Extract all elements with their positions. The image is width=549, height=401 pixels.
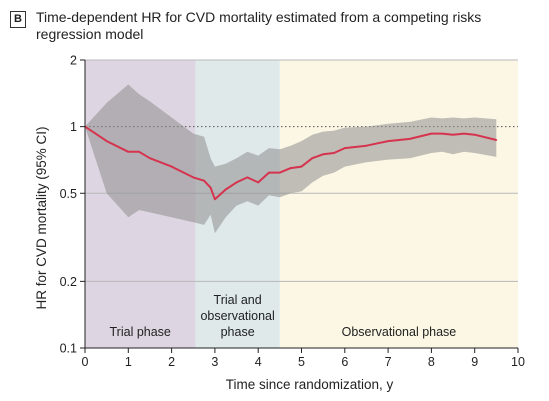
hr-point: [149, 157, 151, 160]
hr-point: [452, 133, 454, 136]
chart-title: Time-dependent HR for CVD mortality esti…: [36, 9, 482, 42]
hr-point: [214, 198, 216, 201]
x-tick-label: 10: [511, 355, 525, 369]
hr-point: [333, 152, 335, 154]
y-tick-label: 0.5: [60, 187, 77, 201]
hr-point: [473, 133, 476, 136]
hr-point: [235, 181, 238, 184]
hr-point: [408, 138, 411, 140]
x-tick-label: 9: [471, 355, 478, 369]
x-tick-label: 7: [385, 355, 392, 369]
hr-point: [105, 140, 108, 143]
panel-label: B: [10, 11, 26, 28]
y-tick-label: 0.1: [60, 342, 77, 356]
hr-point: [246, 176, 249, 179]
hr-point: [311, 157, 314, 160]
x-tick-label: 3: [211, 355, 218, 369]
hr-point: [192, 176, 195, 179]
phase-labels: Trial phase Trial and observational phase Ob…: [110, 293, 457, 339]
phase-label-0: Trial phase: [110, 325, 171, 339]
x-axis-title: Time since randomization, y: [226, 377, 394, 392]
hr-point: [268, 171, 270, 174]
hr-point: [289, 167, 292, 169]
y-tick-label: 0.2: [60, 275, 77, 289]
phase-label-1: Trial and: [214, 293, 262, 307]
hr-point: [495, 139, 498, 141]
hr-point: [209, 186, 212, 189]
phase-region-2: [279, 60, 518, 348]
hr-point: [127, 150, 130, 153]
hr-point: [430, 132, 433, 135]
axes: 0 1 2 3 4 5 6 7 8 9 10 0.1 0.2 0.5 1 2 Time since random…: [34, 54, 525, 393]
x-tick-label: 4: [255, 355, 262, 369]
phase-label-1: phase: [221, 325, 255, 339]
hr-point: [203, 179, 205, 182]
phase-label-1: observational: [200, 309, 274, 323]
x-tick-label: 5: [298, 355, 305, 369]
hr-point: [138, 150, 141, 153]
hr-point: [300, 165, 303, 168]
hr-point: [322, 153, 325, 156]
hr-point: [365, 144, 368, 147]
x-tick-label: 0: [82, 355, 89, 369]
hr-point: [170, 165, 173, 168]
hr-point: [441, 132, 444, 135]
y-axis-title: HR for CVD mortality (95% CI): [34, 126, 49, 309]
hr-point: [224, 188, 227, 191]
confidence-band: [85, 84, 497, 234]
x-tick-label: 1: [125, 355, 132, 369]
x-tick-label: 6: [341, 355, 348, 369]
hr-point: [462, 132, 465, 135]
hr-point: [387, 140, 389, 143]
hr-point: [343, 147, 346, 149]
hr-point: [278, 171, 281, 174]
x-tick-label: 8: [428, 355, 435, 369]
phase-label-2: Observational phase: [342, 325, 457, 339]
confidence-band-group: [85, 84, 497, 234]
y-tick-label: 1: [70, 120, 77, 134]
hr-point: [257, 181, 260, 184]
x-tick-label: 2: [168, 355, 175, 369]
y-tick-label: 2: [70, 54, 77, 68]
